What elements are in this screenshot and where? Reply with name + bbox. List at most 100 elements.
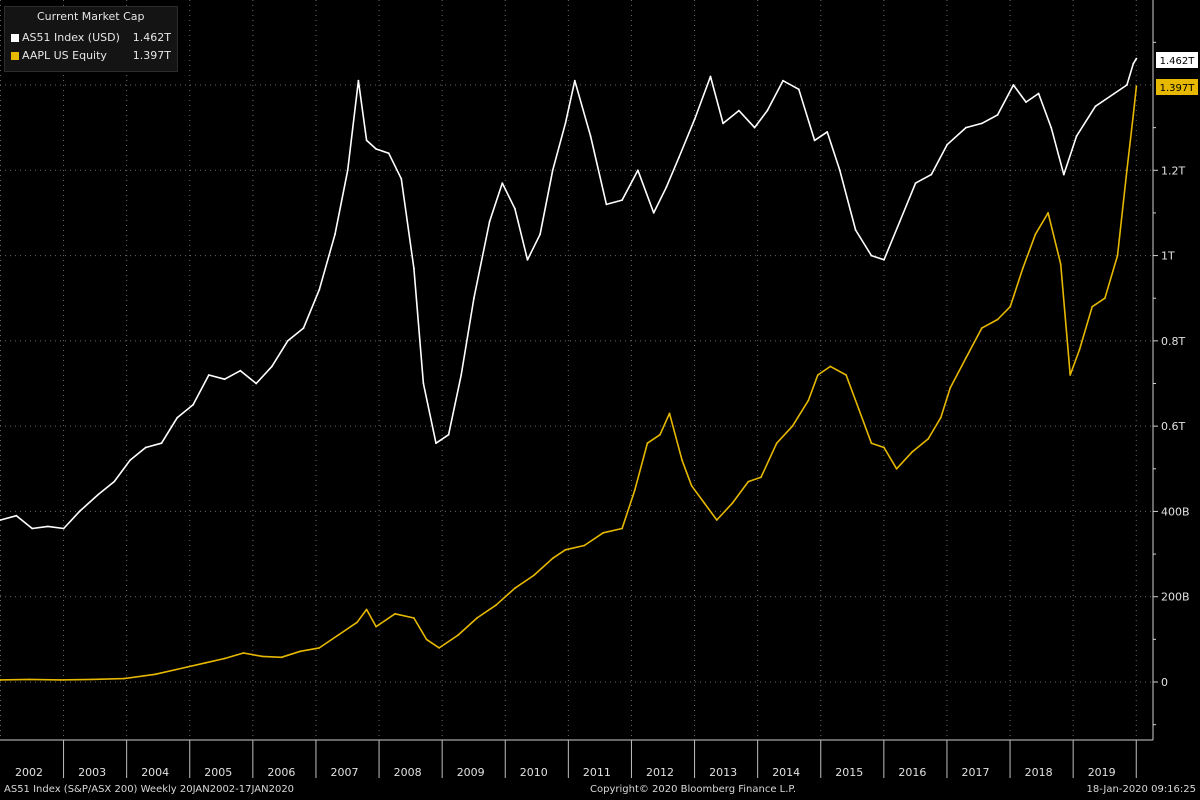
data-point-asx bbox=[286, 340, 289, 342]
data-point-asx bbox=[621, 199, 623, 202]
legend-swatch-aapl bbox=[11, 52, 19, 60]
data-point-asx bbox=[1012, 84, 1015, 86]
data-point-aapl bbox=[996, 318, 999, 321]
data-point-aapl bbox=[28, 678, 30, 681]
data-point-aapl bbox=[0, 679, 2, 681]
data-point-asx bbox=[914, 182, 917, 185]
data-point-asx bbox=[501, 182, 504, 185]
data-point-aapl bbox=[791, 425, 794, 427]
data-point-asx bbox=[129, 459, 131, 462]
data-point-asx bbox=[488, 220, 491, 223]
data-point-asx bbox=[605, 203, 608, 206]
data-point-asx bbox=[334, 233, 336, 236]
data-point-asx bbox=[422, 382, 425, 385]
x-tick-label: 2011 bbox=[583, 766, 611, 779]
legend: Current Market Cap AS51 Index (USD) 1.46… bbox=[4, 6, 178, 72]
data-point-asx bbox=[1113, 92, 1116, 95]
data-point-aapl bbox=[621, 527, 623, 530]
data-point-asx bbox=[31, 527, 34, 530]
value-tag-asx bbox=[1156, 52, 1198, 68]
last-value-tags: 1.462T 1.397T bbox=[1156, 52, 1198, 95]
y-tick-label: 1.2T bbox=[1161, 164, 1185, 177]
data-point-aapl bbox=[564, 548, 567, 551]
data-point-asx bbox=[271, 365, 273, 368]
x-tick-label: 2018 bbox=[1025, 766, 1053, 779]
x-tick-label: 2010 bbox=[520, 766, 548, 779]
data-point-aapl bbox=[1132, 114, 1135, 116]
data-point-asx bbox=[870, 254, 873, 257]
legend-label-asx: AS51 Index (USD) bbox=[22, 31, 120, 44]
data-point-aapl bbox=[1021, 267, 1024, 270]
x-tick-label: 2013 bbox=[709, 766, 737, 779]
data-point-asx bbox=[573, 79, 576, 82]
value-tag-label-aapl: 1.397T bbox=[1160, 83, 1196, 94]
data-point-asx bbox=[1132, 62, 1135, 65]
data-point-aapl bbox=[816, 374, 819, 376]
data-point-asx bbox=[965, 126, 967, 129]
data-point-aapl bbox=[633, 489, 636, 491]
data-point-aapl bbox=[280, 656, 283, 659]
data-point-asx bbox=[447, 433, 450, 436]
data-point-asx bbox=[930, 173, 933, 176]
data-point-asx bbox=[97, 493, 100, 496]
data-point-aapl bbox=[204, 661, 207, 664]
data-point-aapl bbox=[703, 502, 706, 504]
data-point-asx bbox=[766, 109, 769, 112]
data-point-asx bbox=[838, 169, 841, 172]
data-point-asx bbox=[539, 233, 541, 236]
data-point-asx bbox=[0, 519, 2, 521]
x-tick-label: 2004 bbox=[141, 766, 169, 779]
x-tick-label: 2008 bbox=[394, 766, 422, 779]
data-point-asx bbox=[239, 369, 242, 372]
footer-copyright: Copyright© 2020 Bloomberg Finance L.P. bbox=[590, 784, 797, 795]
data-point-asx bbox=[514, 207, 516, 210]
data-point-aapl bbox=[659, 433, 661, 436]
data-point-asx bbox=[413, 267, 415, 270]
x-tick-label: 2015 bbox=[835, 766, 863, 779]
footer-bar: AS51 Index (S&P/ASX 200) Weekly 20JAN200… bbox=[0, 781, 1200, 800]
data-point-aapl bbox=[438, 647, 441, 649]
data-point-aapl bbox=[476, 617, 478, 619]
data-point-asx bbox=[78, 510, 81, 513]
data-point-aapl bbox=[807, 399, 810, 402]
data-point-aapl bbox=[154, 673, 157, 676]
data-point-asx bbox=[980, 122, 983, 125]
data-point-asx bbox=[176, 416, 179, 419]
data-point-asx bbox=[996, 114, 999, 116]
data-point-asx bbox=[460, 374, 463, 376]
data-point-asx bbox=[255, 382, 258, 385]
legend-title: Current Market Cap bbox=[37, 10, 145, 23]
x-tick-label: 2019 bbox=[1088, 766, 1116, 779]
data-point-asx bbox=[551, 169, 554, 172]
y-tick-label: 1T bbox=[1161, 250, 1175, 263]
data-point-aapl bbox=[1009, 305, 1012, 308]
data-point-aapl bbox=[1047, 212, 1049, 214]
axes bbox=[0, 0, 1158, 778]
data-point-asx bbox=[526, 258, 529, 261]
data-point-asx bbox=[387, 152, 390, 155]
data-point-aapl bbox=[299, 650, 302, 653]
data-point-aapl bbox=[927, 438, 930, 440]
data-point-aapl bbox=[91, 678, 93, 681]
x-tick-label: 2014 bbox=[772, 766, 800, 779]
data-point-aapl bbox=[883, 446, 885, 449]
data-point-aapl bbox=[318, 647, 321, 649]
data-point-asx bbox=[1075, 135, 1078, 138]
data-point-asx bbox=[854, 229, 857, 231]
data-point-aapl bbox=[747, 480, 750, 483]
data-point-aapl bbox=[532, 574, 535, 577]
data-point-asx bbox=[1025, 101, 1027, 103]
data-point-asx bbox=[15, 514, 18, 517]
data-point-aapl bbox=[185, 666, 188, 668]
data-point-aapl bbox=[122, 677, 125, 680]
y-tick-label: 200B bbox=[1161, 591, 1190, 604]
data-point-aapl bbox=[949, 386, 952, 389]
data-point-aapl bbox=[870, 442, 873, 445]
legend-label-aapl: AAPL US Equity bbox=[22, 49, 107, 62]
data-point-asx bbox=[47, 525, 49, 528]
data-point-aapl bbox=[223, 657, 226, 660]
data-point-asx bbox=[637, 169, 639, 172]
x-tick-label: 2003 bbox=[78, 766, 106, 779]
data-point-asx bbox=[753, 126, 756, 129]
